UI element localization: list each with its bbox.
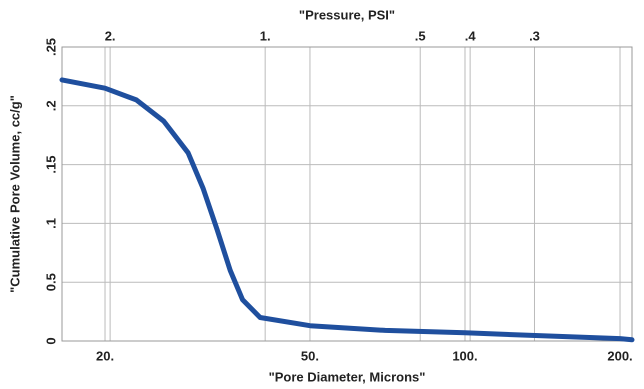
y-tick-label: 0.5 — [43, 273, 58, 291]
y-tick-label: .1 — [43, 218, 58, 229]
x2-tick-label: .3 — [529, 28, 540, 43]
x2-tick-label: .4 — [465, 28, 477, 43]
plot-frame — [61, 46, 633, 342]
x-tick-label: 200. — [607, 348, 632, 363]
x-tick-label: 50. — [301, 348, 319, 363]
x-axis-title: "Pore Diameter, Microns" — [269, 369, 426, 384]
y-tick-label: .25 — [43, 38, 58, 56]
x2-tick-label: 2. — [105, 28, 116, 43]
x-tick-label: 20. — [96, 348, 114, 363]
data-line — [59, 77, 635, 343]
x-tick-label: 100. — [452, 348, 477, 363]
y-axis-title: "Cumulative Pore Volume, cc/g" — [7, 95, 22, 293]
y-tick-label: .15 — [43, 156, 58, 174]
y-tick-label: 0 — [43, 337, 58, 344]
x2-tick-label: 1. — [260, 28, 271, 43]
y-tick-label: .2 — [43, 100, 58, 111]
x2-tick-label: .5 — [415, 28, 426, 43]
x2-axis-title: "Pressure, PSI" — [299, 7, 395, 22]
